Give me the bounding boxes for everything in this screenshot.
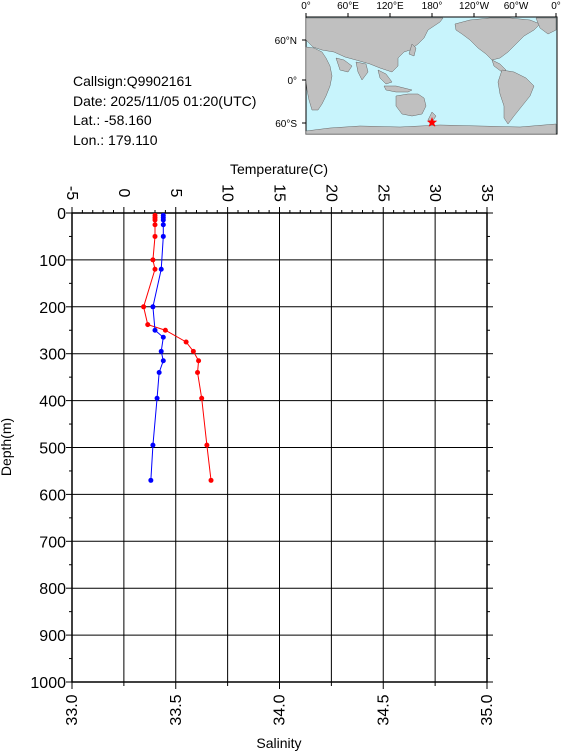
depth-tick-label: 0 [57, 206, 66, 223]
station-star-marker [426, 117, 438, 127]
salinity-axis-title: Salinity [256, 735, 301, 751]
temperature-data-point [196, 358, 202, 364]
temperature-tick-labels: -5 0 5 10 15 20 25 30 35 [63, 184, 495, 202]
temperature-data-point [162, 327, 168, 333]
salinity-data-point [150, 442, 156, 448]
salinity-tick-label: 35.0 [479, 694, 496, 725]
depth-tick-label: 300 [39, 347, 66, 364]
depth-tick-label: 500 [39, 441, 66, 458]
temperature-tick-label: 5 [167, 189, 184, 198]
map-land [305, 17, 557, 135]
map-label-120w: 120°W [459, 1, 490, 12]
temperature-tick-label: 30 [426, 184, 443, 202]
salinity-data-point [160, 222, 166, 228]
depth-tick-label: 1000 [30, 675, 66, 692]
map-label-eq: 0° [287, 76, 297, 87]
salinity-tick-labels: 33.0 33.5 34.0 34.5 35.0 [64, 694, 496, 725]
salinity-data-point [148, 477, 154, 483]
salinity-data-point [160, 217, 166, 223]
map-label-120e: 120°E [376, 1, 404, 12]
temperature-data-point [208, 477, 214, 483]
latitude-text: Lat.: -58.160 [73, 112, 152, 128]
longitude-text: Lon.: 179.110 [73, 131, 158, 148]
station-info: Callsign:Q9902161 Date: 2025/11/05 01:20… [73, 72, 256, 150]
depth-tick-label: 800 [39, 581, 66, 598]
temperature-data-point [152, 266, 158, 272]
map-label-0: 0° [301, 1, 311, 12]
depth-tick-label: 200 [39, 300, 66, 317]
temperature-tick-label: 35 [478, 184, 495, 202]
temperature-tick-label: 25 [374, 184, 391, 202]
map-label-0-end: 0° [551, 1, 561, 12]
map-label-60n: 60°N [275, 36, 297, 47]
map-label-60e: 60°E [337, 1, 359, 12]
depth-tick-label: 600 [39, 487, 66, 504]
salinity-data-point [158, 266, 164, 272]
temperature-data-point [204, 442, 210, 448]
salinity-data-point [158, 348, 164, 354]
temperature-data-point [145, 322, 151, 328]
data-series [141, 212, 214, 483]
salinity-tick-label: 34.0 [272, 694, 289, 725]
salinity-data-point [150, 304, 156, 310]
salinity-profile-line [150, 215, 164, 481]
salinity-tick-label: 34.5 [375, 694, 392, 725]
depth-tick-label: 400 [39, 394, 66, 411]
map-side-labels: 60°N 0° 60°S [275, 36, 298, 130]
salinity-data-point [154, 395, 160, 401]
salinity-data-point [160, 233, 166, 239]
map-label-60s: 60°S [275, 119, 297, 130]
depth-tick-label: 100 [39, 253, 66, 270]
map-top-labels: 0° 60°E 120°E 180° 120°W 60°W 0° [301, 1, 561, 12]
depth-tick-label: 900 [39, 628, 66, 645]
map-label-60w: 60°W [504, 1, 529, 12]
temperature-data-point [152, 233, 158, 239]
salinity-data-point [152, 327, 158, 333]
temperature-tick-label: 20 [322, 184, 339, 202]
temperature-data-point [195, 369, 201, 375]
temperature-data-point [152, 222, 158, 228]
temperature-axis-title: Temperature(C) [230, 161, 328, 177]
depth-axis-title: Depth(m) [0, 418, 14, 476]
callsign-text: Callsign:Q9902161 [73, 73, 193, 89]
temperature-data-point [183, 339, 189, 345]
depth-tick-label: 700 [39, 534, 66, 551]
temperature-tick-label: 0 [115, 189, 132, 198]
map-ticks [302, 13, 557, 124]
date-text: Date: 2025/11/05 01:20(UTC) [73, 92, 257, 109]
salinity-tick-label: 33.0 [64, 694, 81, 725]
depth-tick-labels: 0 100 200 300 400 500 600 700 800 900 1000 [30, 206, 66, 692]
temperature-data-point [190, 348, 196, 354]
salinity-data-point [156, 369, 162, 375]
temperature-tick-label: -5 [63, 186, 80, 200]
salinity-data-point [160, 358, 166, 364]
temperature-data-point [152, 217, 158, 223]
map-label-180: 180° [422, 1, 443, 12]
chart-grid [71, 212, 488, 683]
axis-ticks [66, 207, 493, 689]
temperature-tick-label: 15 [271, 184, 288, 202]
salinity-tick-label: 33.5 [168, 694, 185, 725]
temperature-data-point [199, 395, 205, 401]
temperature-data-point [150, 257, 156, 263]
salinity-data-point [160, 334, 166, 340]
temperature-tick-label: 10 [219, 184, 236, 202]
temperature-data-point [141, 304, 147, 310]
